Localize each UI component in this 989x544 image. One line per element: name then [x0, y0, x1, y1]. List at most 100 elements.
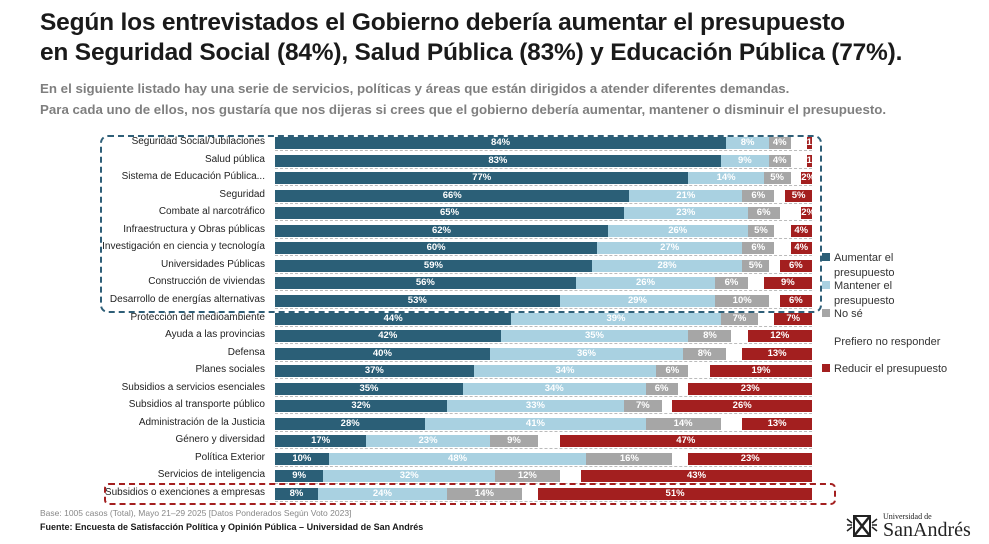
segment-reducir: 4%: [790, 224, 812, 237]
row-divider: [275, 378, 812, 380]
segment-reducir: 6%: [779, 259, 812, 272]
category-label: Planes sociales: [195, 364, 265, 376]
crest-icon: [846, 514, 878, 537]
segment-aumentar: 32%: [275, 400, 447, 413]
category-label: Protección del medioambiente: [130, 311, 265, 323]
segment-aumentar: 77%: [275, 172, 689, 185]
chart-row: Construcción de viviendas 56% 26% 6% 9%: [0, 274, 820, 292]
segment-no-se: 6%: [656, 365, 689, 378]
highlight-box-reduce: [104, 483, 836, 505]
segment-mantener: 32%: [323, 470, 496, 483]
segment-mantener: 48%: [328, 452, 587, 465]
subtitle: En el siguiente listado hay una serie de…: [40, 79, 960, 120]
segment-prefiero-no-responder: [769, 294, 780, 307]
segment-aumentar: 62%: [275, 224, 608, 237]
segment-prefiero-no-responder: [790, 154, 807, 167]
bar: 35% 34% 6% 23%: [275, 382, 812, 395]
segment-mantener: 29%: [559, 294, 716, 307]
segment-prefiero-no-responder: [677, 382, 689, 395]
segment-aumentar: 28%: [275, 417, 426, 430]
segment-reducir: 51%: [538, 488, 812, 500]
segment-reducir: 1%: [806, 154, 812, 167]
bar: 84%8%4% 1%: [275, 137, 812, 149]
bar: 17% 23% 9% 47%: [275, 435, 812, 448]
segment-no-se: 6%: [742, 242, 775, 255]
bar: 32% 33% 7% 26%: [275, 400, 812, 413]
segment-mantener: 39%: [511, 312, 721, 325]
segment-reducir: 6%: [779, 294, 812, 307]
row-divider: [275, 202, 812, 204]
bar: 10% 48% 16% 23%: [275, 452, 812, 465]
bar: 62% 26% 5% 4%: [275, 224, 812, 237]
segment-prefiero-no-responder: [522, 488, 539, 500]
segment-mantener: 26%: [607, 224, 748, 237]
legend-swatch: [822, 337, 830, 345]
segment-mantener: 41%: [425, 417, 646, 430]
chart-row: Servicios de inteligencia 9% 32% 12% 43%: [0, 467, 820, 485]
segment-prefiero-no-responder: [688, 365, 710, 378]
segment-aumentar: 37%: [275, 365, 474, 378]
category-label: Género y diversidad: [175, 434, 266, 446]
page-title: Según los entrevistados el Gobierno debe…: [40, 8, 902, 68]
segment-no-se: 7%: [720, 312, 759, 325]
bar: 37% 34% 6% 19%: [275, 365, 812, 378]
chart-row: Seguridad 66% 21% 6% 5%: [0, 187, 820, 205]
category-label: Subsidios o exenciones a empresas: [104, 487, 265, 498]
segment-mantener: 26%: [575, 277, 716, 290]
row-divider: [275, 255, 812, 257]
chart-row: Salud pública 83%9%4% 1%: [0, 152, 820, 170]
segment-reducir: 1%: [806, 137, 812, 149]
category-label: Subsidios al transporte público: [128, 399, 265, 411]
bar: 60% 27% 6% 4%: [275, 242, 812, 255]
legend-swatch: [822, 253, 830, 261]
segment-aumentar: 40%: [275, 347, 490, 360]
chart-row: Planes sociales 37% 34% 6% 19%: [0, 362, 820, 380]
row-divider: [275, 395, 812, 397]
segment-prefiero-no-responder: [747, 277, 764, 290]
subtitle-line-2: Para cada uno de ellos, nos gustaría que…: [40, 101, 887, 117]
segment-aumentar: 44%: [275, 312, 512, 325]
bar: 44% 39% 7% 7%: [275, 312, 812, 325]
segment-prefiero-no-responder: [774, 242, 791, 255]
bar: 40% 36% 8% 13%: [275, 347, 812, 360]
segment-aumentar: 10%: [275, 452, 329, 465]
segment-prefiero-no-responder: [790, 172, 802, 185]
chart-row: Sistema de Educación Pública... 77% 14% 5% 2…: [0, 169, 820, 187]
category-label: Construcción de viviendas: [148, 276, 265, 288]
segment-mantener: 34%: [473, 365, 657, 378]
segment-reducir: 2%: [801, 172, 812, 185]
legend-item-reducir: Reducir el presupuesto: [822, 362, 947, 377]
category-label: Universidades Públicas: [161, 258, 265, 270]
segment-reducir: 23%: [688, 382, 812, 395]
chart-row: Género y diversidad 17% 23% 9% 47%: [0, 432, 820, 450]
category-label: Subsidios a servicios esenciales: [121, 381, 265, 393]
category-label: Salud pública: [204, 153, 265, 165]
row-divider: [275, 343, 812, 345]
row-divider: [275, 237, 812, 239]
segment-reducir: 47%: [559, 435, 812, 448]
chart-row: Infraestructura y Obras públicas 62% 26% 5%…: [0, 222, 820, 240]
legend-label: Reducir el presupuesto: [834, 363, 948, 375]
segment-no-se: 14%: [645, 417, 721, 430]
bar: 9% 32% 12% 43%: [275, 470, 812, 483]
segment-mantener: 33%: [446, 400, 625, 413]
segment-no-se: 9%: [489, 435, 539, 448]
bar: 83%9%4% 1%: [275, 154, 812, 167]
segment-reducir: 2%: [801, 207, 812, 220]
segment-no-se: 5%: [763, 172, 791, 185]
category-label: Defensa: [227, 346, 265, 358]
row-divider: [275, 430, 812, 432]
subtitle-line-1: En el siguiente listado hay una serie de…: [40, 81, 790, 96]
segment-aumentar: 17%: [275, 435, 367, 448]
category-label: Combate al narcotráfico: [158, 206, 265, 218]
segment-aumentar: 60%: [275, 242, 598, 255]
segment-aumentar: 59%: [275, 259, 592, 272]
segment-aumentar: 53%: [275, 294, 560, 307]
segment-no-se: 6%: [742, 189, 775, 202]
category-label: Investigación en ciencia y tecnología: [102, 241, 265, 253]
legend-swatch: [822, 364, 830, 372]
university-logo: Universidad de SanAndrés: [845, 512, 971, 540]
segment-prefiero-no-responder: [774, 189, 786, 202]
bar: 56% 26% 6% 9%: [275, 277, 812, 290]
